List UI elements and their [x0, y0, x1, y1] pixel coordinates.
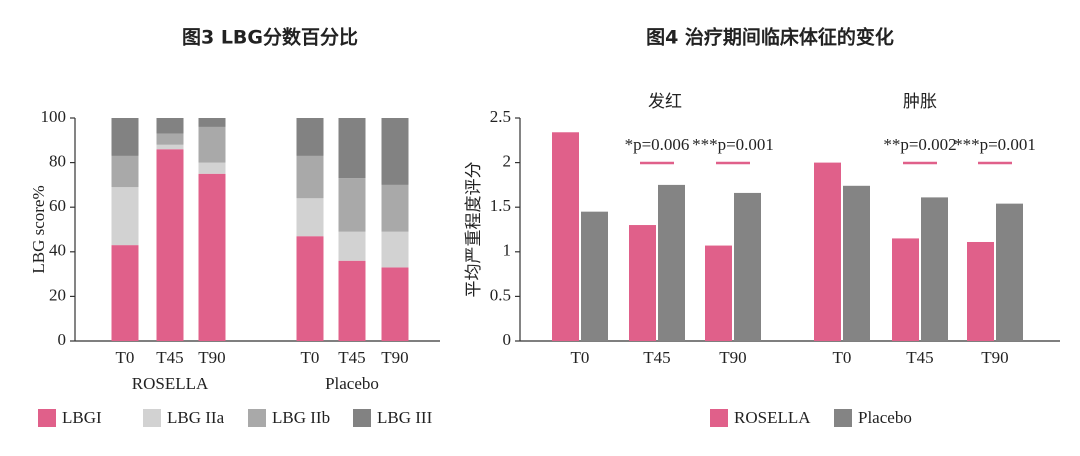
legend-swatch — [710, 409, 728, 427]
legend-swatch — [834, 409, 852, 427]
legend-swatch — [248, 409, 266, 427]
bar — [734, 192, 761, 341]
x-tick-label: T45 — [643, 348, 670, 367]
bar-segment — [338, 118, 366, 179]
x-tick-label: T90 — [719, 348, 746, 367]
y-tick-label: 2 — [503, 152, 512, 171]
x-tick-label: T0 — [301, 348, 320, 367]
annotation: ***p=0.001 — [954, 135, 1036, 154]
bar-segment — [381, 118, 409, 185]
x-tick-label: T45 — [156, 348, 183, 367]
bar-segment — [198, 173, 226, 341]
group-label: 发红 — [648, 92, 682, 111]
legend-label: Placebo — [858, 408, 912, 427]
x-tick-label: T0 — [833, 348, 852, 367]
legend-label: LBGI — [62, 408, 102, 427]
bar-segment — [381, 231, 409, 268]
y-tick-label: 1.5 — [490, 196, 511, 215]
y-tick-label: 2.5 — [490, 107, 511, 126]
bar-segment — [296, 118, 324, 156]
y-tick-label: 100 — [41, 107, 67, 126]
x-tick-label: T0 — [116, 348, 135, 367]
bar-segment — [198, 126, 226, 163]
bar-segment — [338, 231, 366, 261]
bar-segment — [111, 187, 139, 246]
bar-segment — [198, 162, 226, 174]
y-tick-label: 0.5 — [490, 285, 511, 304]
y-axis-label: LBG score% — [29, 185, 48, 273]
bar-segment — [381, 267, 409, 341]
legend-label: LBG III — [377, 408, 433, 427]
bar — [967, 241, 994, 341]
x-tick-label: T90 — [198, 348, 225, 367]
bar — [814, 162, 841, 341]
legend-label: LBG IIb — [272, 408, 330, 427]
legend-swatch — [143, 409, 161, 427]
x-tick-label: T45 — [906, 348, 933, 367]
bar-segment — [156, 144, 184, 150]
bar — [705, 245, 732, 341]
bar-segment — [156, 133, 184, 145]
y-tick-label: 1 — [503, 241, 512, 260]
chart-title: 图3 LBG分数百分比 — [182, 26, 358, 49]
chart-title: 图4 治疗期间临床体征的变化 — [646, 26, 894, 49]
bar-segment — [156, 149, 184, 341]
bar — [843, 185, 870, 341]
x-tick-label: T90 — [981, 348, 1008, 367]
x-tick-label: T0 — [571, 348, 590, 367]
annotation: *p=0.006 — [625, 135, 690, 154]
bar-segment — [296, 155, 324, 199]
bar — [921, 197, 948, 341]
legend-label: ROSELLA — [734, 408, 811, 427]
bar — [892, 238, 919, 341]
group-label: 肿胀 — [903, 92, 937, 111]
group-label: ROSELLA — [132, 374, 209, 393]
bar-segment — [296, 236, 324, 341]
y-tick-label: 0 — [58, 330, 67, 349]
legend-swatch — [38, 409, 56, 427]
bar — [658, 184, 685, 341]
bar-segment — [296, 198, 324, 237]
bar — [996, 203, 1023, 341]
y-tick-label: 20 — [49, 285, 66, 304]
bar — [581, 211, 608, 341]
group-label: Placebo — [325, 374, 379, 393]
bar-segment — [111, 155, 139, 188]
bar-segment — [381, 184, 409, 232]
legend-swatch — [353, 409, 371, 427]
x-tick-label: T90 — [381, 348, 408, 367]
bar-segment — [338, 260, 366, 341]
y-tick-label: 40 — [49, 241, 66, 260]
y-tick-label: 60 — [49, 196, 66, 215]
annotation: **p=0.002 — [883, 135, 956, 154]
bar-segment — [198, 118, 226, 127]
y-tick-label: 0 — [503, 330, 512, 349]
bar — [629, 225, 656, 341]
annotation: ***p=0.001 — [692, 135, 774, 154]
legend-label: LBG IIa — [167, 408, 225, 427]
bar-segment — [156, 118, 184, 134]
bar-segment — [111, 118, 139, 156]
y-axis-label: 平均严重程度评分 — [464, 162, 483, 298]
bar-segment — [111, 245, 139, 341]
bar-segment — [338, 178, 366, 232]
y-tick-label: 80 — [49, 152, 66, 171]
bar — [552, 132, 579, 341]
x-tick-label: T45 — [338, 348, 365, 367]
